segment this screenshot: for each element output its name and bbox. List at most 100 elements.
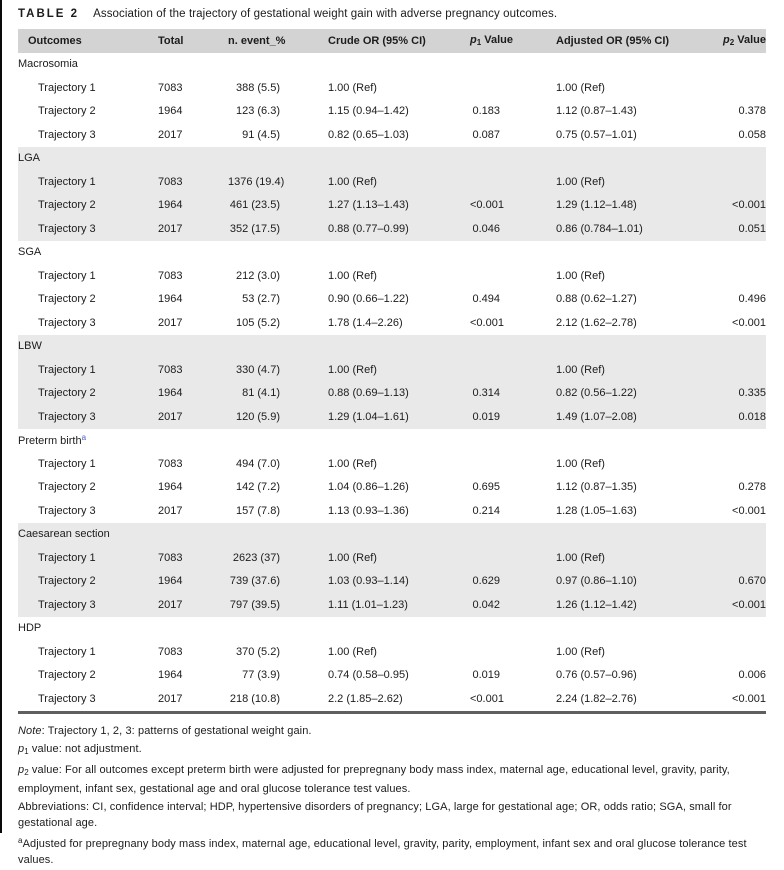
table-row: Trajectory 1 7083 212 (3.0) 1.00 (Ref) 1.00 … [18, 264, 766, 288]
cell-adjusted-or: 1.49 (1.07–2.08) [500, 405, 710, 429]
col-header-n-event: n. event_% [228, 29, 285, 53]
cell-p1-value: <0.001 [470, 692, 504, 705]
table-row: Trajectory 2 1964 81 (4.1) 0.88 (0.69–1.13)… [18, 381, 766, 405]
table-row: Trajectory 3 2017 157 (7.8) 1.13 (0.93–1.36… [18, 499, 766, 523]
footnote-note: Note: Trajectory 1, 2, 3: patterns of ge… [18, 723, 766, 739]
cell-total: 2017 [158, 504, 183, 517]
cell-adjusted-or: 2.12 (1.62–2.78) [556, 316, 637, 329]
cell-trajectory: Trajectory 1 [18, 546, 158, 570]
cell-crude-or: 0.90 (0.66–1.22) [328, 293, 409, 306]
cell-trajectory: Trajectory 3 [38, 316, 96, 329]
cell-p2-value [710, 358, 766, 382]
cell-n-event: 218 (10.8) [229, 692, 280, 705]
cell-total: 2017 [158, 405, 228, 429]
results-table: Outcomes Total n. event_% Crude OR (95% … [18, 29, 766, 714]
cell-crude-or: 1.00 (Ref) [328, 269, 377, 282]
cell-adjusted-or: 0.97 (0.86–1.10) [500, 569, 710, 593]
cell-adjusted-or: 1.00 (Ref) [556, 645, 605, 658]
cell-trajectory: Trajectory 1 [18, 358, 158, 382]
cell-p1-value: 0.042 [470, 593, 500, 617]
cell-p2-value: <0.001 [710, 193, 766, 217]
cell-adjusted-or: 0.86 (0.784–1.01) [500, 217, 710, 241]
cell-p1-value: 0.314 [470, 381, 500, 405]
cell-total: 1964 [158, 381, 228, 405]
cell-adjusted-or: 1.00 (Ref) [500, 546, 710, 570]
p2-footnote-symbol: p [18, 763, 25, 776]
table-number-label: TABLE 2 [18, 8, 80, 20]
section-row-preterm-birth: Preterm birtha [18, 429, 766, 453]
cell-adjusted-or: 0.88 (0.62–1.27) [556, 293, 637, 306]
cell-trajectory: Trajectory 3 [38, 692, 96, 705]
cell-n-event: 797 (39.5) [228, 593, 280, 617]
footnote-a-text: Adjusted for prepregnany body mass index… [18, 837, 747, 866]
cell-adjusted-or: 1.29 (1.12–1.48) [500, 193, 710, 217]
table-row: Trajectory 3 2017 352 (17.5) 0.88 (0.77–0.9… [18, 217, 766, 241]
cell-n-event: 53 (2.7) [242, 293, 280, 306]
section-row-sga: SGA [18, 241, 766, 265]
cell-p2-value: 0.051 [710, 217, 766, 241]
cell-crude-or: 1.11 (1.01–1.23) [280, 593, 470, 617]
cell-crude-or: 1.00 (Ref) [328, 81, 377, 94]
cell-n-event: 352 (17.5) [228, 217, 280, 241]
cell-total: 7083 [158, 546, 228, 570]
cell-crude-or: 0.88 (0.77–0.99) [280, 217, 470, 241]
cell-total: 1964 [158, 481, 183, 494]
section-label: LGA [18, 146, 766, 170]
cell-p1-value [470, 76, 500, 100]
table-caption: Association of the trajectory of gestati… [93, 8, 558, 20]
cell-trajectory: Trajectory 3 [18, 217, 158, 241]
table-row: Trajectory 2 1964 123 (6.3) 1.15 (0.94–1.42… [18, 100, 766, 124]
cell-crude-or: 0.74 (0.58–0.95) [328, 669, 409, 682]
cell-adjusted-or: 1.12 (0.87–1.43) [556, 105, 637, 118]
cell-crude-or: 1.00 (Ref) [280, 358, 470, 382]
section-row-lga: LGA [18, 146, 766, 170]
cell-n-event: 81 (4.1) [228, 381, 280, 405]
cell-p1-value: 0.087 [472, 128, 500, 141]
cell-p2-value: <0.001 [732, 692, 766, 705]
section-label: Macrosomia [18, 58, 78, 71]
cell-n-event: 739 (37.6) [228, 569, 280, 593]
table-title: TABLE 2 Association of the trajectory of … [18, 0, 766, 21]
table-row: Trajectory 3 2017 120 (5.9) 1.29 (1.04–1.61… [18, 405, 766, 429]
cell-p1-value: 0.629 [470, 569, 500, 593]
cell-p1-value: 0.046 [470, 217, 500, 241]
table-row: Trajectory 2 1964 53 (2.7) 0.90 (0.66–1.22)… [18, 288, 766, 312]
cell-p1-value [470, 358, 500, 382]
section-row-caesarean-section: Caesarean section [18, 522, 766, 546]
cell-n-event: 142 (7.2) [235, 481, 280, 494]
cell-p1-value: 0.019 [472, 669, 500, 682]
footnote-a: aAdjusted for prepregnany body mass inde… [18, 833, 766, 868]
cell-p1-value: 0.214 [472, 504, 500, 517]
table-row: Trajectory 3 2017 797 (39.5) 1.11 (1.01–1.2… [18, 593, 766, 617]
cell-adjusted-or: 1.26 (1.12–1.42) [500, 593, 710, 617]
cell-p2-value: <0.001 [732, 504, 766, 517]
p2-subscript: 2 [729, 38, 735, 48]
cell-n-event: 123 (6.3) [235, 105, 280, 118]
table-row: Trajectory 1 7083 1376 (19.4) 1.00 (Ref) 1.0… [18, 170, 766, 194]
cell-p2-value [710, 546, 766, 570]
cell-p1-value [470, 170, 500, 194]
cell-crude-or: 0.88 (0.69–1.13) [280, 381, 470, 405]
cell-adjusted-or: 0.76 (0.57–0.96) [556, 669, 637, 682]
cell-crude-or: 1.15 (0.94–1.42) [328, 105, 409, 118]
cell-trajectory: Trajectory 1 [38, 457, 96, 470]
cell-p2-value: 0.378 [738, 105, 766, 118]
cell-adjusted-or: 0.75 (0.57–1.01) [556, 128, 637, 141]
cell-crude-or: 1.27 (1.13–1.43) [280, 193, 470, 217]
col-header-adjusted-or: Adjusted OR (95% CI) [500, 29, 710, 53]
col-header-outcomes: Outcomes [18, 29, 158, 53]
table-row: Trajectory 1 7083 370 (5.2) 1.00 (Ref) 1.00 … [18, 640, 766, 664]
cell-adjusted-or: 1.00 (Ref) [556, 457, 605, 470]
table-row: Trajectory 1 7083 388 (5.5) 1.00 (Ref) 1.00 … [18, 76, 766, 100]
p1-footnote-text: value: not adjustment. [28, 742, 142, 755]
p1-header-rest: Value [481, 34, 513, 47]
table-row: Trajectory 1 7083 494 (7.0) 1.00 (Ref) 1.00 … [18, 452, 766, 476]
cell-total: 2017 [158, 217, 228, 241]
cell-adjusted-or: 2.24 (1.82–2.76) [556, 692, 637, 705]
cell-total: 7083 [158, 269, 183, 282]
table-row: Trajectory 1 7083 2623 (37) 1.00 (Ref) 1.00 … [18, 546, 766, 570]
cell-n-event: 157 (7.8) [235, 504, 280, 517]
cell-crude-or: 1.00 (Ref) [328, 457, 377, 470]
cell-total: 1964 [158, 105, 183, 118]
cell-p1-value: 0.183 [472, 105, 500, 118]
